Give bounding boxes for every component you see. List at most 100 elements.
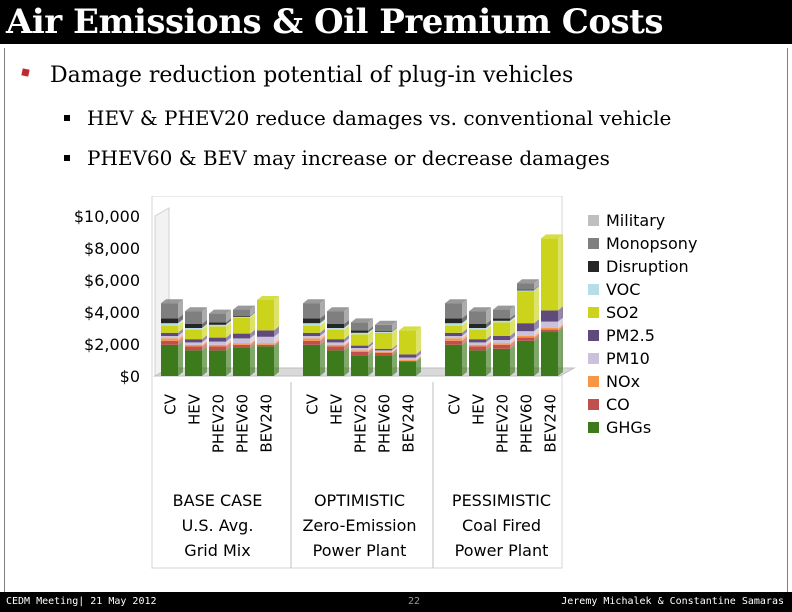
- bar-segment-side: [416, 356, 421, 361]
- bar-segment-side: [344, 335, 349, 343]
- group-label: Power Plant: [313, 541, 407, 560]
- bar-segment: [257, 344, 274, 347]
- bar-segment-side: [226, 320, 231, 327]
- bar-segment: [375, 352, 392, 356]
- bar-segment: [493, 320, 510, 323]
- bar-top-face: [399, 326, 421, 331]
- bar-segment-side: [226, 322, 231, 338]
- bar-segment: [469, 339, 486, 343]
- square-bullet-icon: [64, 115, 70, 121]
- bar-top-face: [161, 299, 183, 304]
- bar-top-face: [517, 279, 539, 284]
- legend-swatch: [588, 215, 599, 226]
- bar-segment: [257, 343, 274, 345]
- group-label: OPTIMISTIC: [314, 491, 405, 510]
- bar-segment: [257, 346, 274, 376]
- bar-segment-side: [392, 346, 397, 352]
- bar-segment: [185, 350, 202, 376]
- bar-segment: [303, 344, 320, 376]
- bar-segment: [445, 344, 462, 376]
- bar-segment: [517, 290, 534, 292]
- bar-segment: [233, 309, 250, 316]
- bar-segment-side: [462, 334, 467, 341]
- x-tick-label: CV: [304, 393, 322, 414]
- bar-segment: [209, 313, 226, 323]
- bar-segment: [209, 337, 226, 342]
- bar-segment: [351, 322, 368, 331]
- y-tick-label: $2,000: [84, 335, 140, 354]
- x-tick-label: HEV: [328, 393, 346, 425]
- chart-svg: $0 $2,000 $4,000 $6,000 $8,000 $10,000 CV HEV PH…: [74, 196, 697, 569]
- bar-segment-side: [320, 340, 325, 376]
- x-tick-label: PHEV20: [210, 394, 228, 453]
- bar-segment-side: [320, 319, 325, 326]
- bar-segment-side: [392, 320, 397, 332]
- bar-segment: [303, 336, 320, 339]
- bar-segment-side: [462, 336, 467, 345]
- bar-segment: [303, 303, 320, 319]
- bar-segment-side: [510, 332, 515, 340]
- legend-label: CO: [606, 395, 630, 414]
- bar-segment-side: [416, 353, 421, 360]
- bar-segment-side: [462, 299, 467, 319]
- x-tick-label: BEV240: [400, 394, 418, 453]
- bar-segment-side: [392, 344, 397, 351]
- x-tick-label: CV: [446, 393, 464, 414]
- bar-segment-side: [486, 340, 491, 347]
- bar-segment: [445, 303, 462, 319]
- bar-segment: [375, 352, 392, 353]
- bar-segment-side: [202, 340, 207, 347]
- bullet-text: Damage reduction potential of plug-in ve…: [50, 63, 574, 88]
- bar-segment: [517, 283, 534, 290]
- bar-segment-side: [416, 356, 421, 362]
- bar-segment: [209, 341, 226, 345]
- bar-segment: [399, 361, 416, 376]
- x-tick-label: CV: [162, 393, 180, 414]
- bar-segment: [233, 333, 250, 339]
- bar-top-face: [541, 234, 563, 239]
- bar-segment: [185, 329, 202, 340]
- bar-segment: [541, 238, 558, 311]
- bar-segment: [493, 343, 510, 345]
- bar-segment-side: [486, 320, 491, 328]
- bar-segment: [327, 346, 344, 351]
- x-tick-label: PHEV60: [234, 394, 252, 453]
- bar-segment: [517, 337, 534, 341]
- sub-bullet-text: PHEV60 & BEV may increase or decrease da…: [87, 146, 610, 170]
- bar-segment: [445, 323, 462, 326]
- bar-segment-side: [534, 336, 539, 376]
- bar-segment: [161, 338, 178, 341]
- legend-swatch: [588, 330, 599, 341]
- bar-segment: [517, 289, 534, 291]
- bar-top-face: [303, 299, 325, 304]
- bar-segment-side: [202, 338, 207, 345]
- bar-segment: [517, 323, 534, 332]
- bar-segment: [351, 330, 368, 333]
- bar-segment: [161, 344, 178, 376]
- bar-segment-side: [250, 313, 255, 334]
- footer-meeting: CEDM Meeting| 21 May 2012: [6, 596, 157, 607]
- bar-top-face: [185, 307, 207, 312]
- bar-segment-side: [368, 348, 373, 356]
- x-tick-label: PHEV60: [518, 394, 536, 453]
- bar-segment-side: [510, 340, 515, 349]
- bar-segment-side: [558, 324, 563, 330]
- group-label: Power Plant: [455, 541, 549, 560]
- bar-segment-side: [368, 351, 373, 376]
- legend-label: PM10: [606, 349, 650, 368]
- bar-segment: [469, 344, 486, 347]
- y-tick-label: $8,000: [84, 239, 140, 258]
- bar-segment: [233, 317, 250, 334]
- bar-segment-side: [416, 326, 421, 355]
- bar-segment-side: [178, 321, 183, 333]
- bar-segment-side: [226, 337, 231, 345]
- bar-segment-side: [250, 329, 255, 339]
- bar-segment-side: [462, 332, 467, 339]
- bar-segment: [469, 342, 486, 345]
- bar-segment-side: [344, 346, 349, 376]
- y-tick-label: $6,000: [84, 271, 140, 290]
- bar-segment: [303, 340, 320, 345]
- bar-segment-side: [392, 348, 397, 353]
- bar-segment-side: [534, 285, 539, 291]
- bar-segment: [375, 331, 392, 332]
